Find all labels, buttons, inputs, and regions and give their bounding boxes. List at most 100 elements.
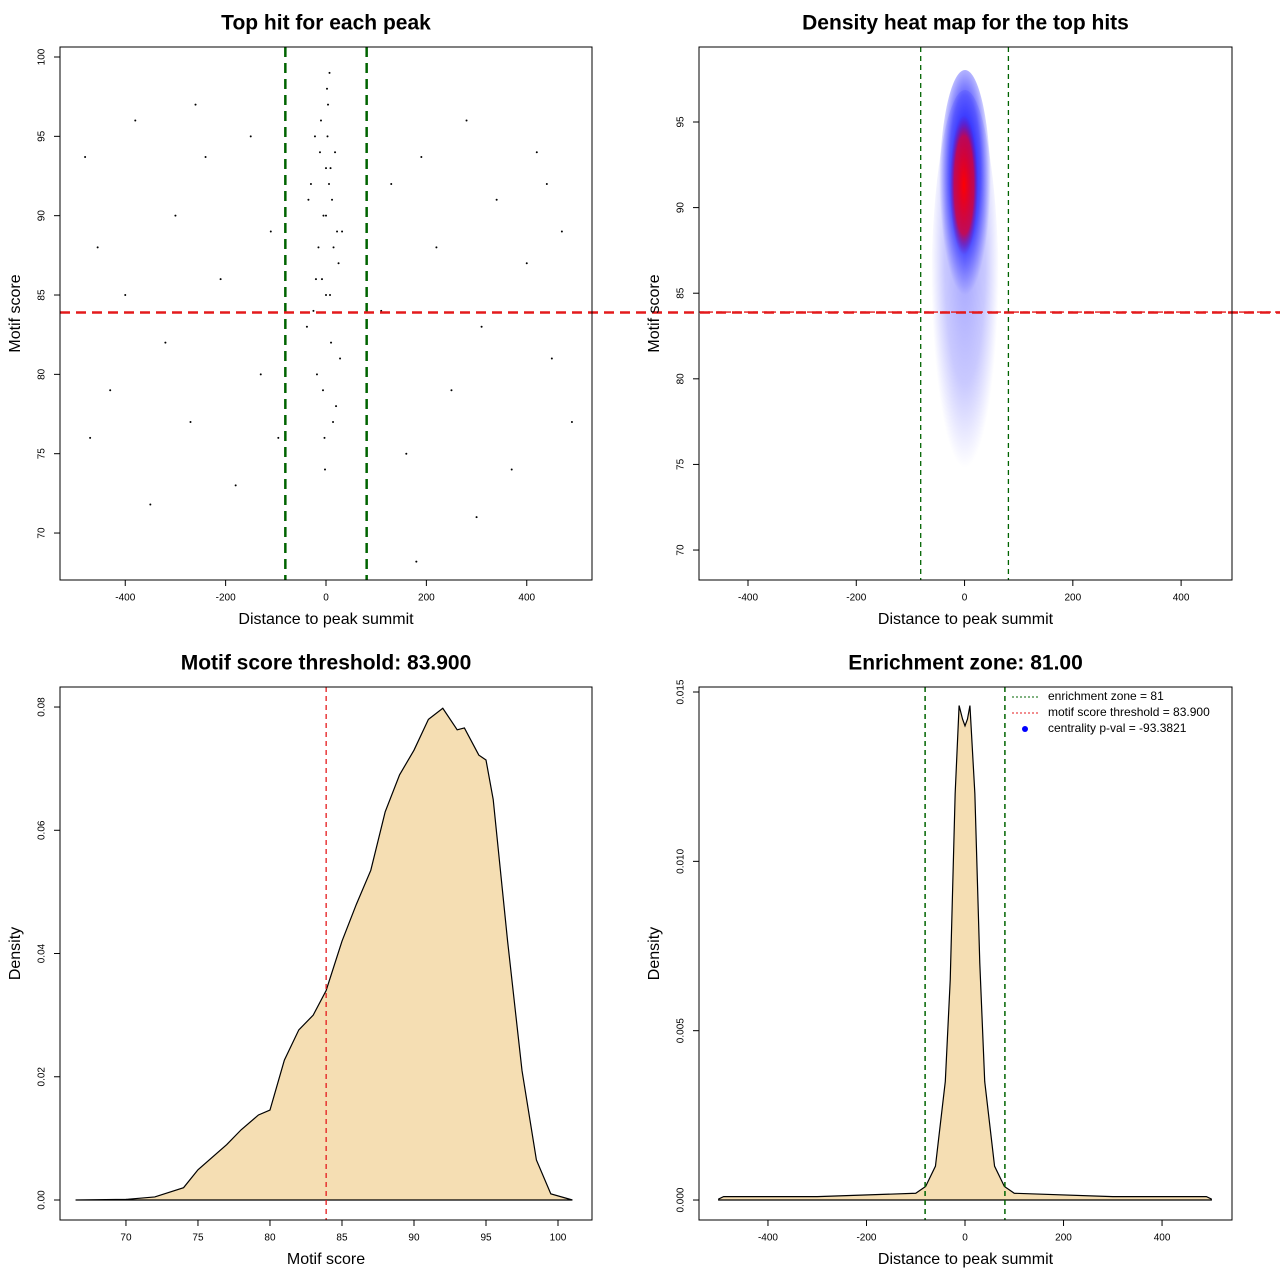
y-tick-label: 70 [676, 544, 687, 556]
point [124, 294, 127, 297]
x-tick-label: 200 [1064, 593, 1081, 604]
x-tick-label: 95 [480, 1233, 492, 1244]
x-tick-label: 200 [1055, 1233, 1072, 1244]
point [317, 246, 320, 249]
legend-swatch [1022, 726, 1028, 732]
y-tick-label: 80 [37, 368, 48, 380]
x-tick-label: 70 [120, 1233, 132, 1244]
y-axis-label: Motif score [7, 274, 24, 352]
panel: Motif score threshold: 83.900 Motif score… [7, 652, 593, 1268]
point [337, 262, 340, 265]
point [341, 230, 344, 233]
point [84, 155, 87, 158]
point [328, 182, 331, 185]
point [390, 182, 393, 185]
point [336, 230, 339, 233]
x-tick-label: -400 [758, 1233, 778, 1244]
plot-frame [698, 686, 1233, 1221]
plot-frame [59, 46, 593, 581]
x-tick-label: 400 [518, 593, 535, 604]
y-tick-label: 0.010 [676, 848, 687, 873]
panel: Density heat map for the top hits Distanc… [646, 12, 1280, 628]
panel: Top hit for each peak Distance to peak su… [7, 12, 1280, 628]
point [329, 167, 332, 170]
point [415, 560, 418, 563]
y-tick-label: 95 [37, 130, 48, 142]
y-axis-label: Density [646, 927, 663, 980]
plot-frame [59, 686, 593, 1221]
chart-title: Enrichment zone: 81.00 [848, 652, 1083, 675]
point [332, 420, 335, 423]
y-tick-label: 100 [37, 48, 48, 65]
point [550, 357, 553, 360]
y-tick-label: 90 [37, 210, 48, 222]
point [570, 420, 573, 423]
point [277, 436, 280, 439]
density-area [718, 705, 1212, 1201]
y-tick-label: 70 [37, 527, 48, 539]
point [318, 151, 321, 154]
point [234, 484, 237, 487]
y-tick-label: 95 [676, 116, 687, 128]
y-tick-label: 90 [676, 202, 687, 214]
y-tick-label: 0.00 [37, 1190, 48, 1210]
y-tick-label: 0.08 [37, 697, 48, 717]
panel: Enrichment zone: 81.00 Distance to peak s… [646, 652, 1233, 1268]
x-tick-label: 85 [336, 1233, 348, 1244]
point [435, 246, 438, 249]
x-axis-label: Motif score [287, 1251, 365, 1268]
point [323, 468, 326, 471]
point [335, 405, 338, 408]
point [89, 436, 92, 439]
point [329, 294, 332, 297]
point [313, 135, 316, 138]
chart-title: Density heat map for the top hits [802, 12, 1129, 35]
plot-frame [698, 46, 1233, 581]
y-tick-label: 85 [676, 287, 687, 299]
x-axis-label: Distance to peak summit [238, 611, 414, 628]
point [525, 262, 528, 265]
point [249, 135, 252, 138]
y-tick-label: 0.02 [37, 1067, 48, 1087]
point [545, 182, 548, 185]
point [305, 325, 308, 328]
chart-title: Motif score threshold: 83.900 [181, 652, 472, 675]
x-tick-label: 100 [550, 1233, 567, 1244]
x-tick-label: 400 [1154, 1233, 1171, 1244]
x-tick-label: -400 [738, 593, 758, 604]
point [309, 182, 312, 185]
point [420, 155, 423, 158]
point [326, 135, 329, 138]
point [134, 119, 137, 122]
point [321, 389, 324, 392]
legend-label: centrality p-val = -93.3821 [1048, 721, 1187, 735]
x-tick-label: -200 [216, 593, 236, 604]
y-tick-label: 0.000 [676, 1187, 687, 1212]
point [312, 309, 315, 312]
y-tick-label: 0.04 [37, 943, 48, 963]
x-tick-label: 200 [418, 593, 435, 604]
point [330, 341, 333, 344]
point [339, 357, 342, 360]
point [322, 214, 325, 217]
point [327, 103, 330, 106]
point [259, 373, 262, 376]
point [204, 155, 207, 158]
point [320, 278, 323, 281]
point [149, 503, 152, 506]
point [109, 389, 112, 392]
point [325, 294, 327, 297]
point [495, 198, 498, 201]
point [465, 119, 468, 122]
point [319, 119, 322, 122]
point [475, 516, 478, 519]
point [510, 468, 513, 471]
y-tick-label: 0.06 [37, 820, 48, 840]
heat-layer [931, 70, 999, 510]
x-tick-label: -200 [846, 593, 866, 604]
point [96, 246, 99, 249]
point [331, 198, 334, 201]
point [326, 87, 329, 90]
point [307, 198, 310, 201]
